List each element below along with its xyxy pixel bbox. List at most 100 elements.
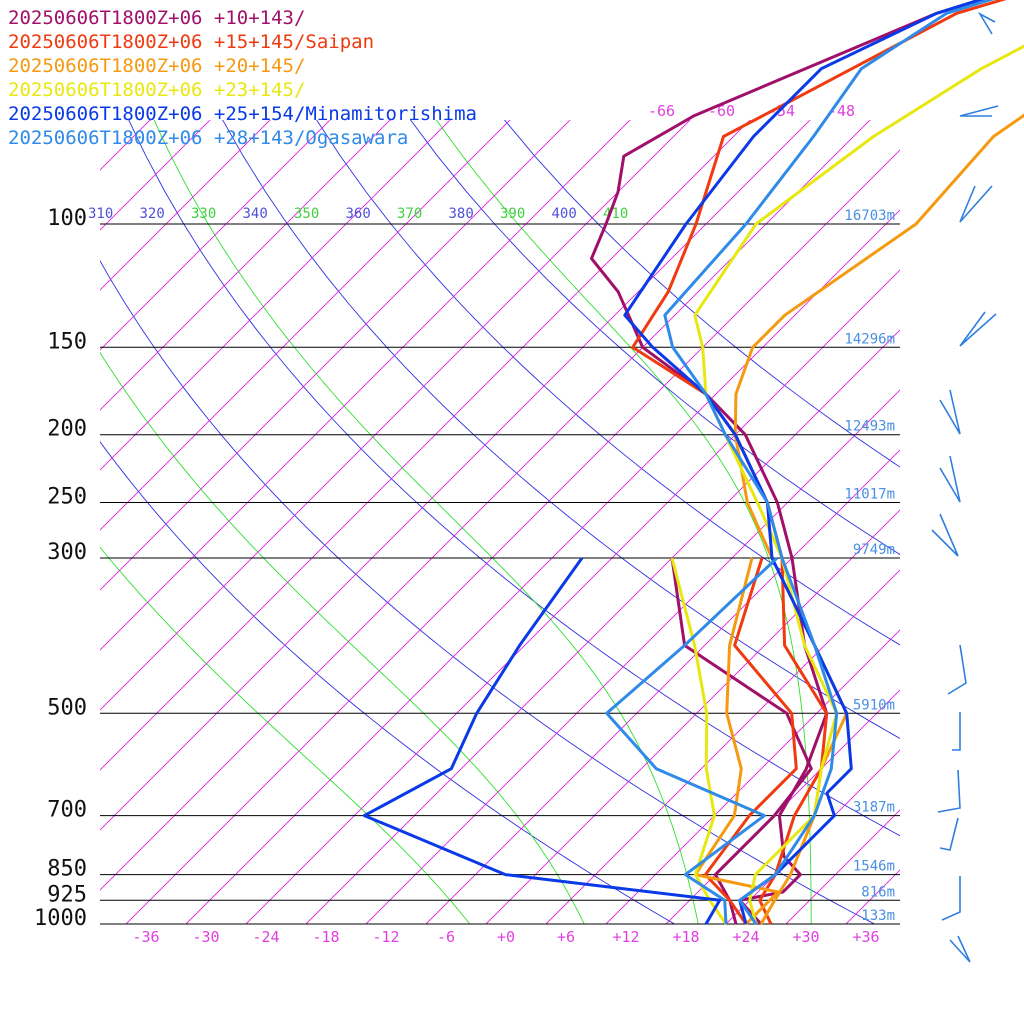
isotherm-line bbox=[305, 329, 900, 924]
x-tick-label: +36 bbox=[852, 928, 879, 946]
theta-label: 360 bbox=[346, 206, 371, 222]
moist-adiabat-line bbox=[153, 120, 699, 924]
wind-barb bbox=[977, 11, 996, 35]
isotherm-line bbox=[425, 449, 900, 924]
isotherm-line bbox=[100, 120, 511, 531]
theta-label: 400 bbox=[552, 206, 577, 222]
dewpoint-profile bbox=[703, 557, 798, 925]
x-tick-label: -18 bbox=[312, 928, 339, 946]
wind-barb bbox=[939, 817, 959, 851]
isotherm-line bbox=[605, 629, 900, 924]
isotherm-line bbox=[365, 389, 900, 924]
theta-labels: 310 320 330 340 350 360 370 380 390 400 410 bbox=[88, 206, 628, 222]
pressure-label: 150 bbox=[47, 329, 87, 354]
pressure-label: 850 bbox=[47, 857, 87, 882]
isotherm-line bbox=[665, 689, 900, 924]
isotherm-line bbox=[725, 749, 900, 924]
x-tick-label: +18 bbox=[672, 928, 699, 946]
pressure-label: 500 bbox=[47, 695, 87, 720]
sounding-profiles bbox=[362, 0, 1024, 926]
wind-barb bbox=[959, 311, 997, 347]
isotherm-line bbox=[545, 569, 900, 924]
isotherm-line bbox=[966, 116, 1024, 924]
wind-barb bbox=[949, 935, 971, 963]
legend-entry: 20250606T1800Z+06 +20+145/ bbox=[8, 55, 305, 77]
legend-entry: 20250606T1800Z+06 +25+154/Minamitorishim… bbox=[8, 103, 477, 125]
upper-isotherm-labels: -66 -60 -54 -48 bbox=[648, 102, 855, 120]
isotherm-line bbox=[0, 116, 34, 924]
theta-label: 310 bbox=[88, 206, 113, 222]
upper-isotherm-label: -66 bbox=[648, 102, 675, 120]
wind-barb bbox=[952, 712, 961, 751]
wind-barb bbox=[939, 389, 961, 435]
dewpoint-profile bbox=[693, 557, 780, 926]
x-tick-label: -6 bbox=[437, 928, 455, 946]
legend: 20250606T1800Z+06 +10+143/20250606T1800Z… bbox=[8, 7, 477, 149]
isotherm-line bbox=[245, 269, 900, 924]
legend-entry: 20250606T1800Z+06 +15+145/Saipan bbox=[8, 31, 374, 53]
wind-barb bbox=[937, 769, 961, 813]
legend-entry: 20250606T1800Z+06 +28+143/Ogasawara bbox=[8, 127, 408, 149]
theta-label: 340 bbox=[243, 206, 268, 222]
height-label: 9749m bbox=[853, 542, 895, 558]
x-tick-label: +6 bbox=[557, 928, 575, 946]
height-label: 133m bbox=[861, 908, 895, 924]
height-label: 11017m bbox=[844, 487, 895, 503]
wind-barb bbox=[947, 644, 967, 695]
dewpoint-profile bbox=[605, 556, 779, 925]
isotherm-line bbox=[100, 120, 631, 651]
dry-adiabat-line bbox=[128, 120, 900, 837]
legend-entry: 20250606T1800Z+06 +10+143/ bbox=[8, 7, 305, 29]
isotherm-line bbox=[125, 149, 900, 924]
adiabat-lines bbox=[100, 120, 900, 924]
wind-barb bbox=[959, 185, 993, 223]
pressure-label: 1000 bbox=[34, 906, 87, 931]
height-label: 12493m bbox=[844, 419, 895, 435]
wind-barb bbox=[959, 105, 999, 117]
isotherm-line bbox=[906, 116, 1024, 924]
height-labels: 16703m 14296m 12493m 11017m 9749m 5910m 3187m 1… bbox=[844, 208, 895, 924]
height-label: 16703m bbox=[844, 208, 895, 224]
x-tick-label: -30 bbox=[192, 928, 219, 946]
pressure-label: 250 bbox=[47, 485, 87, 510]
height-label: 816m bbox=[861, 884, 895, 900]
isotherm-line bbox=[100, 120, 391, 411]
x-tick-label: +30 bbox=[792, 928, 819, 946]
pressure-label: 300 bbox=[47, 540, 87, 565]
theta-label: 330 bbox=[191, 206, 216, 222]
moist-adiabat-line bbox=[100, 351, 585, 924]
isotherm-line bbox=[485, 509, 900, 924]
theta-label: 390 bbox=[500, 206, 525, 222]
wind-barb bbox=[941, 876, 961, 921]
temperature-profile bbox=[663, 0, 995, 925]
isotherm-line bbox=[100, 120, 811, 831]
moist-adiabat-line bbox=[435, 120, 812, 924]
theta-label: 370 bbox=[397, 206, 422, 222]
pressure-label: 925 bbox=[47, 882, 87, 907]
height-label: 1546m bbox=[853, 859, 895, 875]
temperature-profile bbox=[623, 0, 985, 925]
x-tick-label: +12 bbox=[612, 928, 639, 946]
isotherm-line bbox=[100, 120, 691, 711]
height-label: 5910m bbox=[853, 697, 895, 713]
isotherm-line bbox=[100, 120, 451, 471]
dry-adiabat-line bbox=[222, 120, 900, 739]
pressure-label: 700 bbox=[47, 798, 87, 823]
x-tick-label: +24 bbox=[732, 928, 759, 946]
x-tick-label: -36 bbox=[132, 928, 159, 946]
isotherm-line bbox=[185, 209, 900, 924]
x-tick-label: -24 bbox=[252, 928, 279, 946]
isotherm-line bbox=[100, 120, 751, 771]
isotherm-line bbox=[785, 809, 900, 924]
theta-label: 320 bbox=[140, 206, 165, 222]
dry-adiabat-line bbox=[316, 120, 900, 646]
isotherm-line bbox=[100, 120, 571, 591]
height-label: 14296m bbox=[844, 331, 895, 347]
x-axis-tick-labels: -36 -30 -24 -18 -12 -6 +0 +6 +12 +18 +24 +30 +36 bbox=[132, 928, 879, 946]
theta-label: 380 bbox=[449, 206, 474, 222]
legend-entry: 20250606T1800Z+06 +23+145/ bbox=[8, 79, 305, 101]
wind-barbs bbox=[931, 11, 999, 963]
pressure-label: 200 bbox=[47, 417, 87, 442]
dry-adiabat-line bbox=[100, 259, 876, 924]
